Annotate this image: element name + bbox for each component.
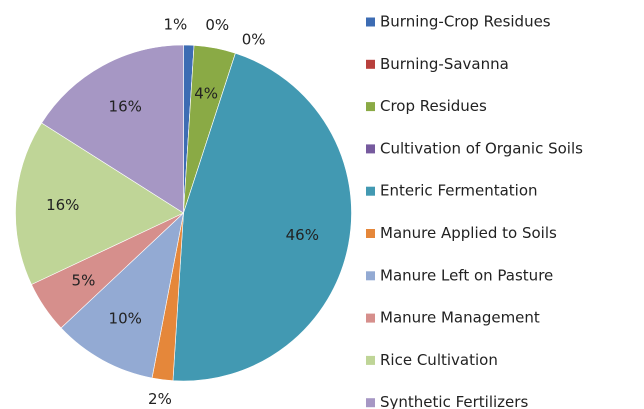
pie-slice xyxy=(15,122,185,285)
legend-label: Enteric Fermentation xyxy=(380,182,538,200)
data-label: 16% xyxy=(109,98,142,116)
legend-swatch xyxy=(366,186,375,196)
legend-swatch xyxy=(366,17,375,27)
legend-swatch xyxy=(366,102,375,112)
data-label: 46% xyxy=(286,226,319,244)
data-label: 5% xyxy=(72,271,96,289)
pie-slice xyxy=(41,44,184,214)
legend-swatch xyxy=(366,355,375,365)
legend-label: Synthetic Fertilizers xyxy=(380,393,528,409)
data-label: 10% xyxy=(109,309,142,327)
legend-swatch xyxy=(366,229,375,238)
data-label: 1% xyxy=(164,16,188,34)
pie: 1% 0% 4% 0% 46% 2% 10% 5% 16% 16% xyxy=(15,16,352,408)
data-label: 2% xyxy=(148,390,172,408)
data-label: 0% xyxy=(242,31,266,49)
legend-swatch xyxy=(366,59,375,69)
legend-label: Crop Residues xyxy=(380,97,487,115)
legend-label: Manure Applied to Soils xyxy=(380,224,557,242)
pie-slice xyxy=(60,212,184,379)
legend-label: Manure Left on Pasture xyxy=(380,266,553,284)
legend-label: Burning-Crop Residues xyxy=(380,13,551,31)
legend-swatch xyxy=(366,271,375,281)
data-label: 4% xyxy=(194,85,218,103)
legend-swatch xyxy=(366,313,375,323)
pie-slice xyxy=(172,52,352,382)
legend-swatch xyxy=(366,398,375,408)
data-label: 0% xyxy=(205,16,229,34)
legend-label: Cultivation of Organic Soils xyxy=(380,139,583,157)
legend-label: Burning-Savanna xyxy=(380,55,509,73)
data-label: 16% xyxy=(46,196,79,214)
legend: Burning-Crop Residues Burning-Savanna Crop… xyxy=(366,13,583,409)
legend-swatch xyxy=(366,144,375,154)
legend-label: Manure Management xyxy=(380,309,540,327)
legend-label: Rice Cultivation xyxy=(380,351,498,369)
